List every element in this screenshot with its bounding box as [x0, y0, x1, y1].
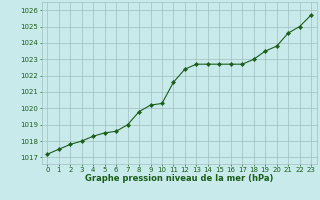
- X-axis label: Graphe pression niveau de la mer (hPa): Graphe pression niveau de la mer (hPa): [85, 174, 273, 183]
